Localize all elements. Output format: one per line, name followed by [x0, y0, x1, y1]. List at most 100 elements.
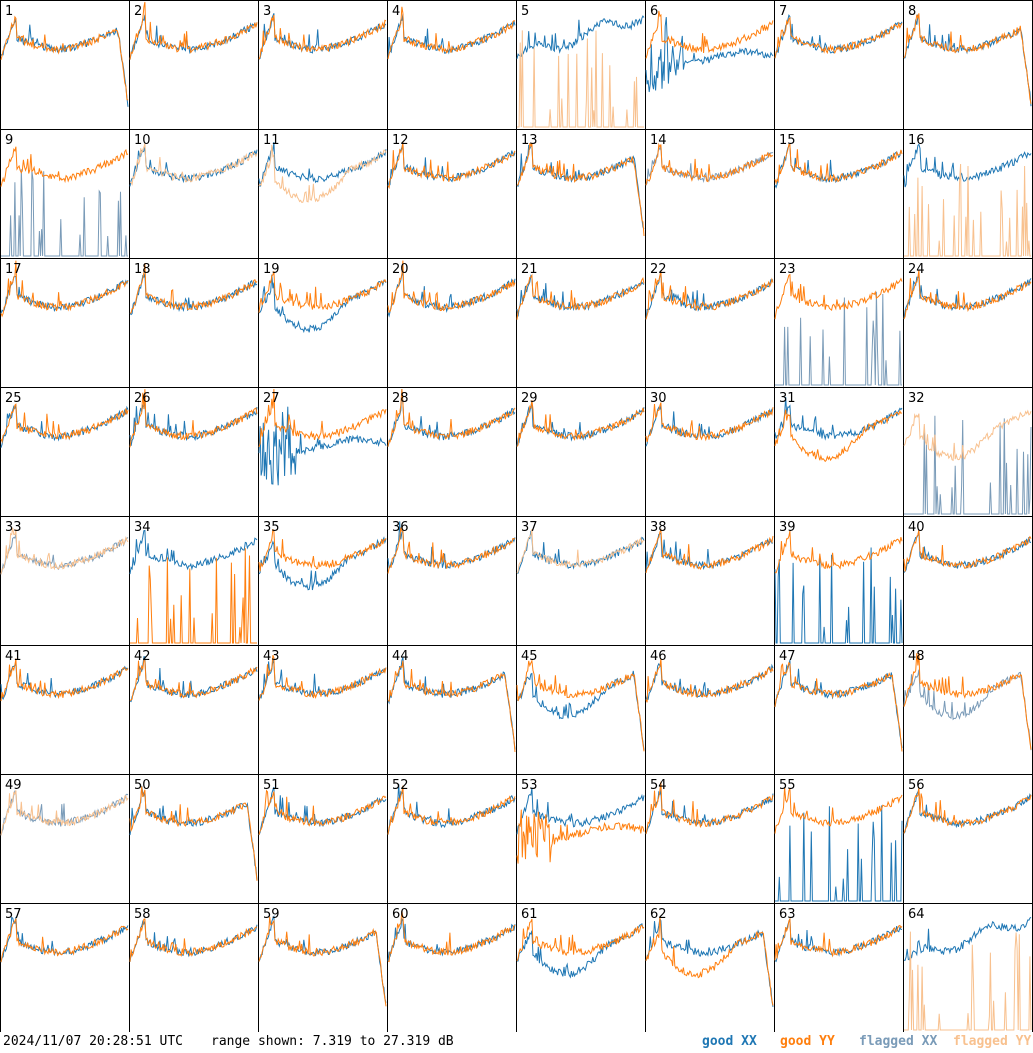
panel-15: 15: [774, 129, 904, 259]
yy-series-line: [0, 15, 129, 101]
xx-series-line: [0, 404, 129, 448]
yy-series-line: [258, 655, 387, 701]
panel-frame: [387, 387, 517, 517]
panel-label: 1: [5, 4, 13, 19]
panel-label: 38: [650, 520, 667, 535]
yy-series-line: [387, 6, 516, 60]
panel-label: 10: [134, 133, 151, 148]
yy-series-line: [645, 781, 774, 835]
panel-19: 19: [258, 258, 388, 388]
panel-4: 4: [387, 0, 517, 130]
panel-frame: [0, 0, 130, 130]
panel-9: 9: [0, 129, 130, 259]
panel-frame: [387, 0, 517, 130]
xx-series-line: [1, 169, 128, 257]
panel-label: 26: [134, 391, 151, 406]
panel-frame: [387, 516, 517, 646]
xx-series-line: [258, 536, 387, 591]
panel-label: 17: [5, 262, 22, 277]
panel-frame: [0, 774, 130, 904]
panel-frame: [0, 387, 130, 517]
xx-series-line: [517, 923, 645, 979]
panel-label: 13: [521, 133, 538, 148]
panel-frame: [0, 903, 130, 1032]
xx-series-line: [904, 415, 1032, 515]
yy-series-line: [904, 931, 1032, 1031]
panel-label: 25: [5, 391, 22, 406]
yy-series-line: [387, 260, 516, 314]
panel-label: 60: [392, 907, 409, 922]
panel-10: 10: [129, 129, 259, 259]
panel-11: 11: [258, 129, 388, 259]
panel-5: 5: [516, 0, 646, 130]
panel-41: 41: [0, 645, 130, 775]
yy-series-line: [129, 786, 258, 881]
panel-frame: [387, 645, 517, 775]
panel-frame: [774, 774, 904, 904]
panel-frame: [516, 0, 646, 130]
panel-label: 6: [650, 4, 658, 19]
panel-label: 45: [521, 649, 538, 664]
panel-frame: [387, 258, 517, 388]
panel-frame: [903, 258, 1033, 388]
panel-21: 21: [516, 258, 646, 388]
panel-label: 43: [263, 649, 280, 664]
yy-series-line: [130, 548, 257, 644]
panel-frame: [516, 129, 646, 259]
panel-frame: [903, 0, 1033, 130]
panel-frame: [774, 645, 904, 775]
panel-label: 14: [650, 133, 667, 148]
panel-6: 6: [645, 0, 775, 130]
yy-series-line: [774, 661, 903, 752]
panel-48: 48: [903, 645, 1033, 775]
xx-series-line: [903, 529, 1032, 573]
panel-label: 63: [779, 907, 796, 922]
panel-46: 46: [645, 645, 775, 775]
panel-label: 3: [263, 4, 271, 19]
yy-series-line: [0, 260, 129, 318]
panel-label: 62: [650, 907, 667, 922]
panel-label: 19: [263, 262, 280, 277]
panel-64: 64: [903, 903, 1033, 1032]
panel-24: 24: [903, 258, 1033, 388]
panel-label: 8: [908, 4, 916, 19]
panel-frame: [258, 903, 388, 1032]
panel-12: 12: [387, 129, 517, 259]
panel-26: 26: [129, 387, 259, 517]
panel-frame: [129, 903, 259, 1032]
panel-44: 44: [387, 645, 517, 775]
xx-series-line: [129, 529, 258, 575]
panel-frame: [516, 258, 646, 388]
xx-series-line: [645, 405, 774, 447]
panel-52: 52: [387, 774, 517, 904]
panel-54: 54: [645, 774, 775, 904]
panel-62: 62: [645, 903, 775, 1032]
panel-frame: [129, 387, 259, 517]
yy-series-line: [129, 918, 257, 962]
panel-label: 47: [779, 649, 796, 664]
panel-label: 22: [650, 262, 667, 277]
panel-frame: [645, 516, 775, 646]
xx-series-line: [645, 916, 774, 1007]
yy-series-line: [387, 910, 516, 963]
panel-7: 7: [774, 0, 904, 130]
yy-series-line: [774, 787, 903, 834]
yy-series-line: [129, 389, 258, 448]
panel-58: 58: [129, 903, 259, 1032]
xx-series-line: [645, 17, 774, 93]
panel-label: 21: [521, 262, 538, 277]
xx-series-line: [0, 18, 129, 107]
yy-series-line: [258, 144, 387, 203]
yy-series-line: [516, 809, 645, 864]
panel-frame: [258, 516, 388, 646]
panel-35: 35: [258, 516, 388, 646]
panel-label: 51: [263, 778, 280, 793]
legend-good-yy: good YY: [780, 1034, 835, 1049]
panel-50: 50: [129, 774, 259, 904]
xx-series-line: [774, 547, 903, 644]
yy-series-line: [904, 163, 1031, 257]
panel-label: 53: [521, 778, 538, 793]
panel-frame: [903, 645, 1033, 775]
panel-57: 57: [0, 903, 130, 1032]
yy-series-line: [258, 388, 387, 448]
